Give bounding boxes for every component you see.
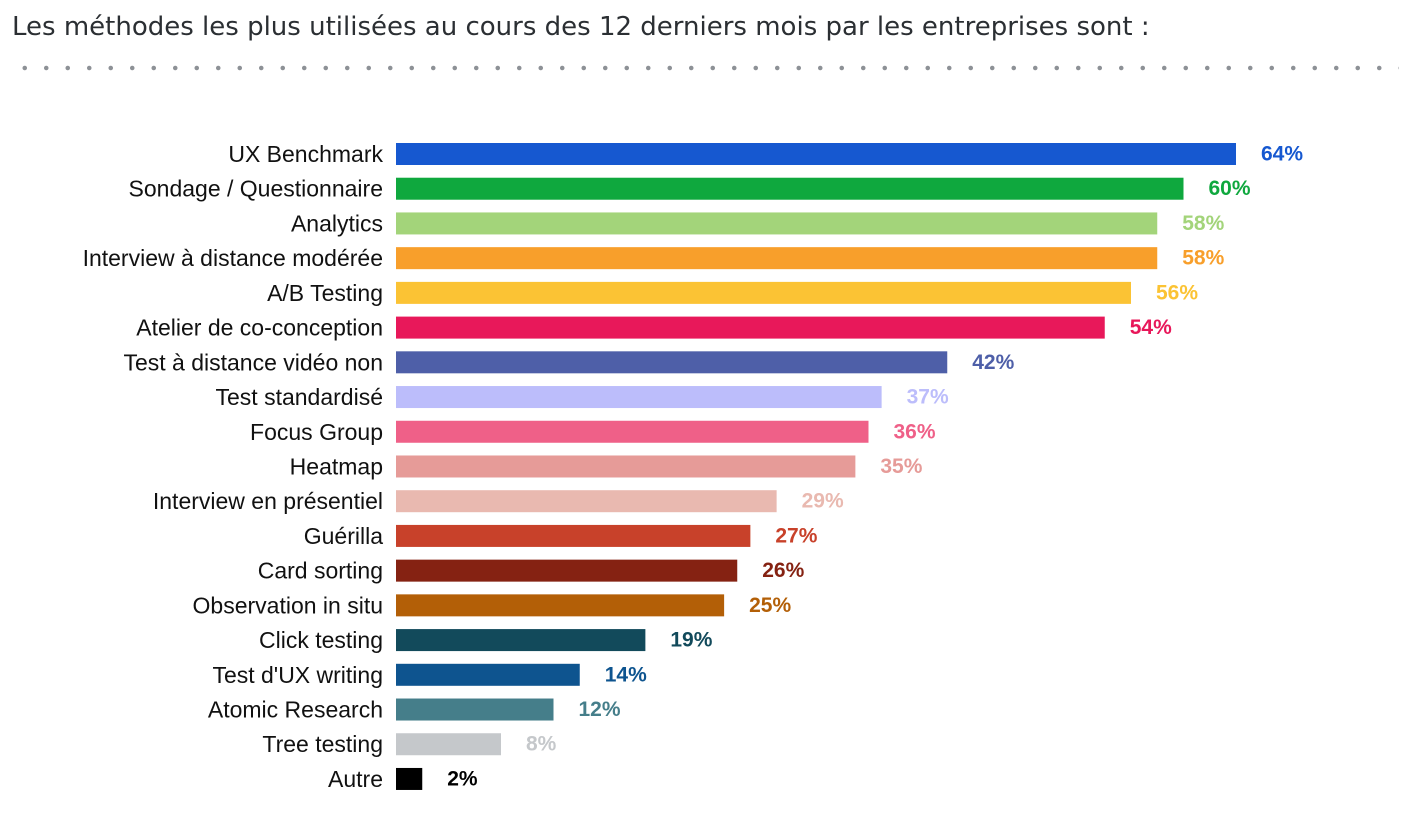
bar-chart: UX Benchmark 64% Sondage / Questionnaire 60… [83,141,1304,792]
category-label: Guérilla [304,523,383,549]
value-label: 64% [1261,143,1303,166]
value-label: 27% [775,524,817,547]
value-label: 58% [1182,212,1224,235]
category-label: Sondage / Questionnaire [129,176,383,202]
category-label: Heatmap [290,453,383,479]
bar [396,316,1105,339]
bar [396,490,777,513]
category-label: Test à distance vidéo non [123,349,383,375]
value-label: 60% [1209,177,1251,200]
category-label: Interview en présentiel [153,488,383,514]
bar [396,767,423,790]
value-label: 26% [762,559,804,582]
category-label: Interview à distance modérée [83,245,383,271]
bar [396,351,948,374]
category-label: Atomic Research [208,697,383,723]
value-label: 12% [579,698,621,721]
bar [396,663,580,686]
bar [396,559,738,582]
bar [396,455,856,478]
bar [396,524,751,547]
value-label: 14% [605,663,647,686]
value-label: 19% [670,629,712,652]
category-label: Observation in situ [193,592,383,618]
bar [396,698,554,721]
category-label: Test standardisé [216,384,383,410]
bar [396,212,1158,235]
value-label: 36% [894,420,936,443]
bar [396,143,1236,165]
category-label: Click testing [259,627,383,653]
dotted-divider [14,64,1399,72]
value-label: 2% [447,767,478,790]
bar [396,177,1184,200]
bar [396,594,725,617]
bar [396,386,882,409]
value-label: 25% [749,594,791,617]
value-label: 54% [1130,316,1172,339]
bar [396,733,501,756]
value-label: 42% [972,351,1014,374]
category-label: Autre [328,766,383,792]
category-label: UX Benchmark [228,141,383,167]
bar [396,420,869,443]
value-label: 58% [1182,247,1224,270]
value-label: 29% [802,490,844,513]
value-label: 56% [1156,281,1198,304]
bar [396,629,646,652]
category-label: Tree testing [262,731,383,757]
category-label: Card sorting [258,558,383,584]
value-label: 37% [907,386,949,409]
page-heading: Les méthodes les plus utilisées au cours… [12,12,1150,42]
category-label: Atelier de co-conception [136,315,383,341]
value-label: 35% [880,455,922,478]
bar [396,281,1131,304]
bar [396,247,1158,270]
category-label: Focus Group [250,419,383,445]
category-label: Test d'UX writing [212,662,383,688]
category-label: A/B Testing [267,280,383,306]
category-label: Analytics [291,210,383,236]
value-label: 8% [526,733,557,756]
